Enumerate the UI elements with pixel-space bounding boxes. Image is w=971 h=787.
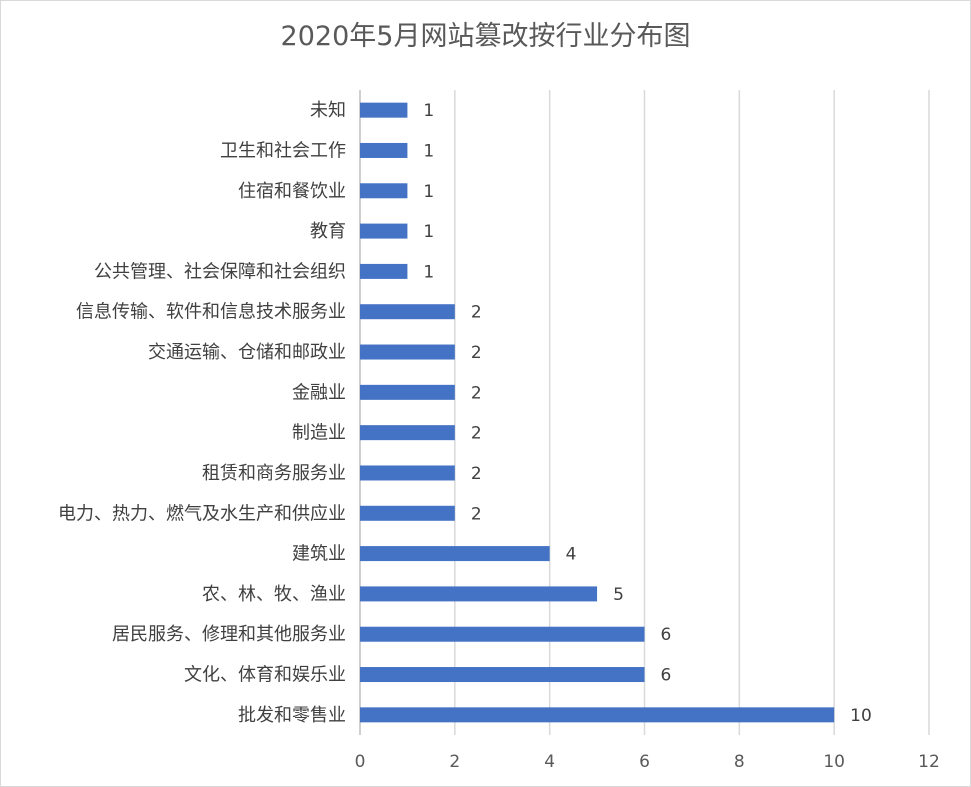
- bars: [360, 102, 835, 723]
- category-label: 农、林、牧、渔业: [202, 584, 346, 605]
- category-label: 电力、热力、燃气及水生产和供应业: [58, 503, 346, 524]
- bar: [360, 707, 835, 723]
- category-label: 文化、体育和娱乐业: [184, 665, 346, 686]
- category-label: 交通运输、仓储和邮政业: [148, 342, 346, 363]
- data-label: 1: [423, 262, 434, 282]
- data-label: 2: [471, 504, 482, 524]
- category-label: 租赁和商务服务业: [202, 463, 346, 484]
- x-tick-label: 10: [823, 752, 845, 772]
- chart-title: 2020年5月网站篡改按行业分布图: [280, 21, 691, 52]
- x-tick-label: 2: [449, 752, 460, 772]
- data-label: 6: [661, 666, 672, 686]
- bar: [360, 183, 408, 199]
- data-label: 1: [423, 101, 434, 121]
- x-tick-label: 4: [544, 752, 555, 772]
- bar: [360, 263, 408, 279]
- category-label: 信息传输、软件和信息技术服务业: [76, 302, 346, 323]
- bar: [360, 546, 550, 562]
- data-label: 1: [423, 141, 434, 161]
- bar: [360, 304, 455, 320]
- bar: [360, 667, 645, 683]
- bar: [360, 384, 455, 400]
- bar: [360, 626, 645, 642]
- bar: [360, 344, 455, 360]
- category-label: 制造业: [292, 423, 346, 444]
- x-tick-label: 12: [918, 752, 940, 772]
- category-labels: 未知卫生和社会工作住宿和餐饮业教育公共管理、社会保障和社会组织信息传输、软件和信…: [58, 100, 346, 726]
- category-label: 住宿和餐饮业: [238, 181, 346, 202]
- category-label: 卫生和社会工作: [220, 140, 346, 161]
- data-label: 2: [471, 303, 482, 323]
- category-label: 教育: [310, 221, 346, 242]
- x-tick-label: 8: [734, 752, 745, 772]
- data-label: 2: [471, 424, 482, 444]
- bar: [360, 223, 408, 239]
- bar: [360, 102, 408, 118]
- x-tick-label: 6: [639, 752, 650, 772]
- bar: [360, 142, 408, 158]
- data-label: 1: [423, 222, 434, 242]
- data-label: 1: [423, 182, 434, 202]
- x-tick-label: 0: [355, 752, 366, 772]
- bar: [360, 465, 455, 481]
- data-label: 2: [471, 383, 482, 403]
- data-label: 2: [471, 464, 482, 484]
- category-label: 批发和零售业: [238, 705, 346, 726]
- category-label: 建筑业: [292, 544, 346, 565]
- data-label: 5: [613, 585, 624, 605]
- bar: [360, 425, 455, 441]
- bar: [360, 505, 455, 521]
- bar: [360, 586, 598, 602]
- x-axis-ticks: 0 2 4 6 8 10 12: [355, 752, 940, 772]
- category-label: 未知: [310, 100, 346, 121]
- category-label: 金融业: [292, 382, 346, 403]
- category-label: 居民服务、修理和其他服务业: [112, 624, 346, 645]
- category-label: 公共管理、社会保障和社会组织: [94, 261, 346, 282]
- data-label: 4: [566, 545, 577, 565]
- data-labels: 1 1 1 1 1 2 2 2 2 2 2 4 5 6 6 10: [423, 101, 871, 726]
- data-label: 6: [661, 625, 672, 645]
- data-label: 2: [471, 343, 482, 363]
- data-label: 10: [850, 706, 872, 726]
